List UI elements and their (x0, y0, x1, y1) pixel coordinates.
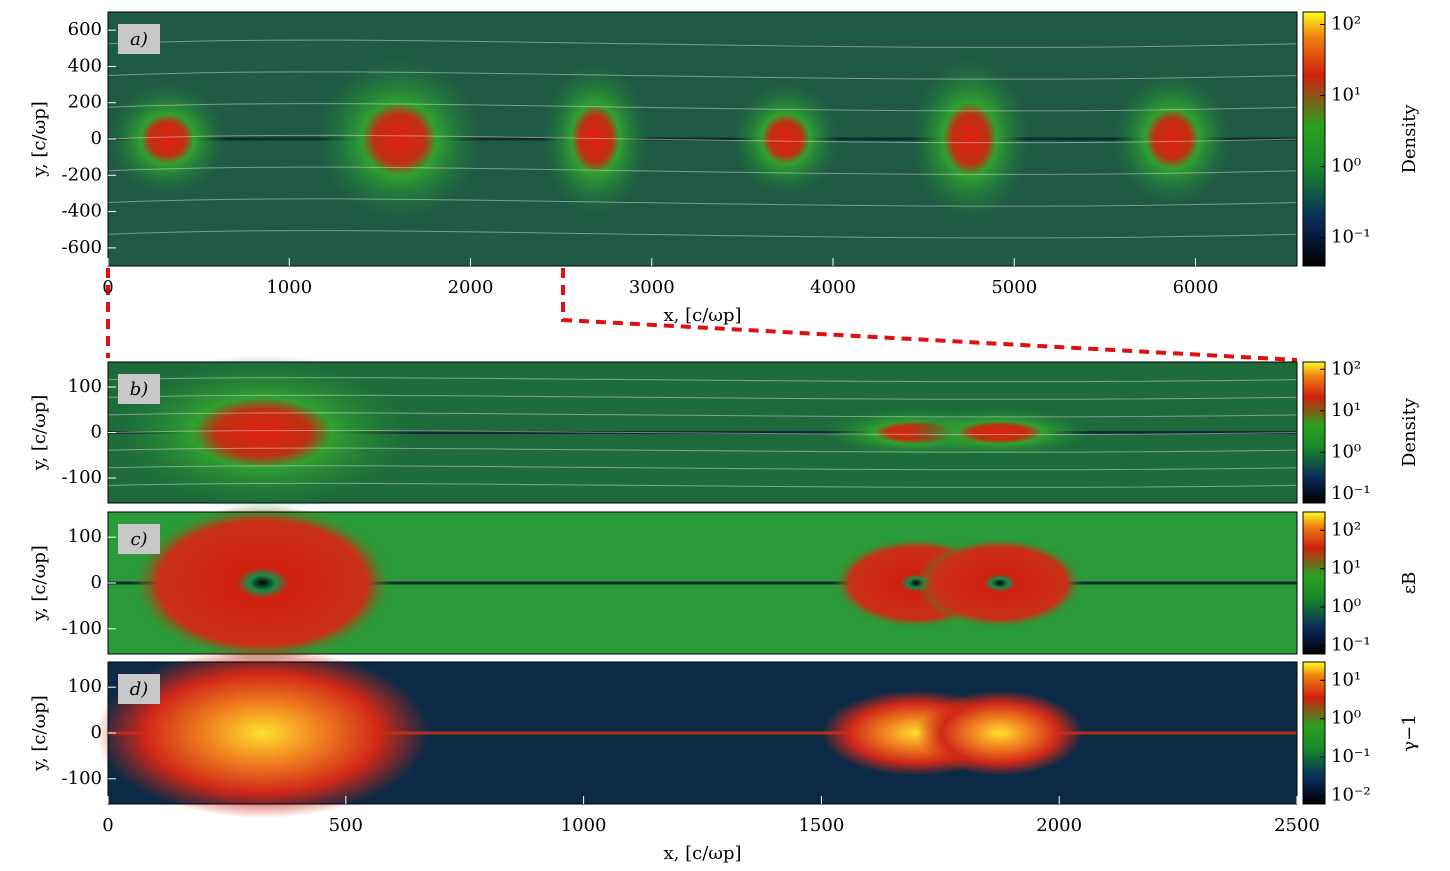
y-tick-label: -600 (62, 237, 102, 258)
panel-label-box (118, 674, 160, 704)
zoom-guide (106, 268, 1298, 362)
island (108, 354, 418, 511)
streamline (107, 429, 1298, 436)
y-tick-label: 0 (91, 722, 102, 743)
panel-label: c) (130, 529, 147, 550)
current-sheet (108, 137, 1297, 141)
x-tick-label: 2000 (448, 277, 494, 298)
x-tick-label: 3000 (629, 277, 675, 298)
streamline (107, 134, 1298, 144)
panel-label: d) (130, 679, 149, 700)
x-tick-label: 4000 (810, 277, 856, 298)
current-sheet (108, 581, 1297, 585)
panel-label: b) (130, 379, 149, 400)
panel-label-box (118, 524, 160, 554)
island (96, 647, 430, 819)
streamline (107, 166, 1298, 175)
x-tick-label: 2000 (1036, 815, 1082, 836)
y-axis-label: y, [c/ωp] (29, 101, 50, 178)
island (131, 504, 394, 662)
island (916, 537, 1083, 629)
streamline (107, 198, 1298, 207)
y-axis-label: y, [c/ωp] (29, 695, 50, 772)
streamline (107, 39, 1298, 48)
island (904, 407, 1095, 458)
colorbar-tick-label: 10¹ (1331, 85, 1361, 106)
colorbar (1302, 661, 1326, 805)
colorbar-tick-label: 10⁻¹ (1331, 227, 1371, 248)
y-axis-label: y, [c/ωp] (29, 545, 50, 622)
streamline (107, 412, 1298, 418)
current-sheet (108, 731, 1297, 735)
streamline (107, 377, 1298, 383)
y-tick-label: -100 (62, 467, 102, 488)
island (732, 83, 840, 195)
panel-label-box (118, 24, 160, 54)
colorbar-tick-label: 10¹ (1331, 400, 1361, 421)
colorbar-tick-label: 10⁻¹ (1331, 746, 1371, 767)
streamline (107, 103, 1298, 112)
colorbar-tick-label: 10² (1331, 14, 1361, 35)
x-tick-label: 500 (329, 815, 363, 836)
colorbar-tick-label: 10⁰ (1331, 156, 1361, 177)
island (916, 690, 1083, 776)
colorbar-tick-label: 10⁻² (1331, 784, 1371, 805)
streamline (107, 447, 1298, 453)
colorbar-label: Density (1399, 397, 1420, 467)
streamline (107, 230, 1298, 239)
island (1112, 72, 1232, 206)
colorbar (1302, 361, 1326, 504)
colorbar-tick-label: 10² (1331, 519, 1361, 540)
x-tick-label: 5000 (991, 277, 1037, 298)
colorbar-tick-label: 10⁰ (1331, 708, 1361, 729)
island (108, 83, 227, 195)
colorbar-label: γ−1 (1399, 714, 1420, 751)
colorbar-tick-label: 10¹ (1331, 669, 1361, 690)
colorbar-tick-label: 10² (1331, 358, 1361, 379)
x-tick-label: 1000 (266, 277, 312, 298)
colorbar-label: Density (1399, 104, 1420, 174)
y-tick-label: -100 (62, 618, 102, 639)
y-tick-label: 100 (68, 376, 102, 397)
x-axis-label: x, [c/ωp] (664, 843, 742, 864)
streamline (107, 465, 1298, 471)
island (316, 57, 483, 221)
colorbar (1302, 511, 1326, 655)
x-tick-label: 0 (102, 815, 113, 836)
streamline (107, 482, 1298, 488)
y-tick-label: -100 (62, 768, 102, 789)
colorbar-tick-label: 10⁻¹ (1331, 483, 1371, 504)
colorbar-label: εB (1399, 572, 1420, 595)
panel-label: a) (130, 29, 148, 50)
y-tick-label: 0 (91, 422, 102, 443)
y-axis-label: y, [c/ωp] (29, 395, 50, 472)
x-axis-label: x, [c/ωp] (664, 305, 742, 326)
colorbar (1302, 11, 1326, 267)
x-tick-label: 1500 (798, 815, 844, 836)
y-tick-label: 600 (68, 19, 102, 40)
panel-label-box (118, 374, 160, 404)
x-tick-label: 1000 (561, 815, 607, 836)
y-tick-label: -200 (62, 164, 102, 185)
y-tick-label: 0 (91, 572, 102, 593)
island (910, 57, 1030, 221)
colorbar-tick-label: 10⁻¹ (1331, 634, 1371, 655)
streamline (107, 71, 1298, 80)
x-tick-label: 2500 (1274, 815, 1320, 836)
y-tick-label: 400 (68, 55, 102, 76)
island (541, 62, 649, 216)
streamline (107, 394, 1298, 400)
current-sheet (108, 431, 1297, 434)
y-tick-label: 200 (68, 92, 102, 113)
x-tick-label: 0 (102, 277, 113, 298)
y-tick-label: 100 (68, 526, 102, 547)
y-tick-label: 0 (91, 128, 102, 149)
x-tick-label: 6000 (1173, 277, 1219, 298)
colorbar-tick-label: 10¹ (1331, 558, 1361, 579)
y-tick-label: -400 (62, 201, 102, 222)
colorbar-tick-label: 10⁰ (1331, 596, 1361, 617)
y-tick-label: 100 (68, 676, 102, 697)
colorbar-tick-label: 10⁰ (1331, 441, 1361, 462)
